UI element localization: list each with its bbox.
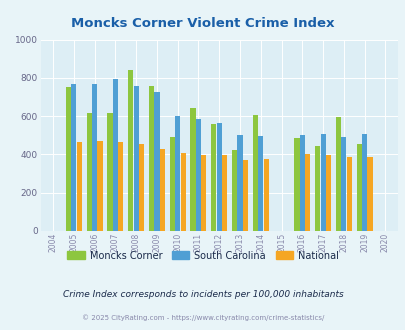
Bar <box>118 142 123 231</box>
Bar <box>149 86 154 231</box>
Bar <box>113 79 118 231</box>
Bar <box>133 85 139 231</box>
Bar <box>139 144 144 231</box>
Bar <box>231 150 237 231</box>
Bar <box>77 142 82 231</box>
Bar <box>361 134 367 231</box>
Bar <box>258 136 263 231</box>
Bar <box>66 87 71 231</box>
Bar <box>195 119 200 231</box>
Bar <box>154 92 159 231</box>
Bar <box>211 124 216 231</box>
Bar <box>325 155 330 231</box>
Bar <box>305 154 309 231</box>
Bar <box>299 135 304 231</box>
Bar <box>294 138 299 231</box>
Text: Moncks Corner Violent Crime Index: Moncks Corner Violent Crime Index <box>71 17 334 30</box>
Bar <box>128 70 133 231</box>
Bar <box>263 159 268 231</box>
Bar <box>180 153 185 231</box>
Bar <box>92 83 97 231</box>
Bar <box>335 117 340 231</box>
Bar <box>222 155 227 231</box>
Bar <box>320 134 325 231</box>
Text: © 2025 CityRating.com - https://www.cityrating.com/crime-statistics/: © 2025 CityRating.com - https://www.city… <box>82 314 323 321</box>
Bar <box>356 144 361 231</box>
Bar <box>175 116 180 231</box>
Text: Crime Index corresponds to incidents per 100,000 inhabitants: Crime Index corresponds to incidents per… <box>62 290 343 299</box>
Bar <box>169 137 175 231</box>
Bar <box>367 157 372 231</box>
Bar <box>216 123 221 231</box>
Bar <box>107 113 112 231</box>
Bar <box>242 160 247 231</box>
Bar <box>201 155 206 231</box>
Bar <box>86 113 92 231</box>
Bar <box>314 146 320 231</box>
Bar <box>71 83 76 231</box>
Bar <box>346 157 351 231</box>
Bar <box>159 149 164 231</box>
Bar <box>237 135 242 231</box>
Bar <box>252 115 257 231</box>
Bar <box>97 141 102 231</box>
Legend: Moncks Corner, South Carolina, National: Moncks Corner, South Carolina, National <box>67 251 338 261</box>
Bar <box>341 137 345 231</box>
Bar <box>190 108 195 231</box>
